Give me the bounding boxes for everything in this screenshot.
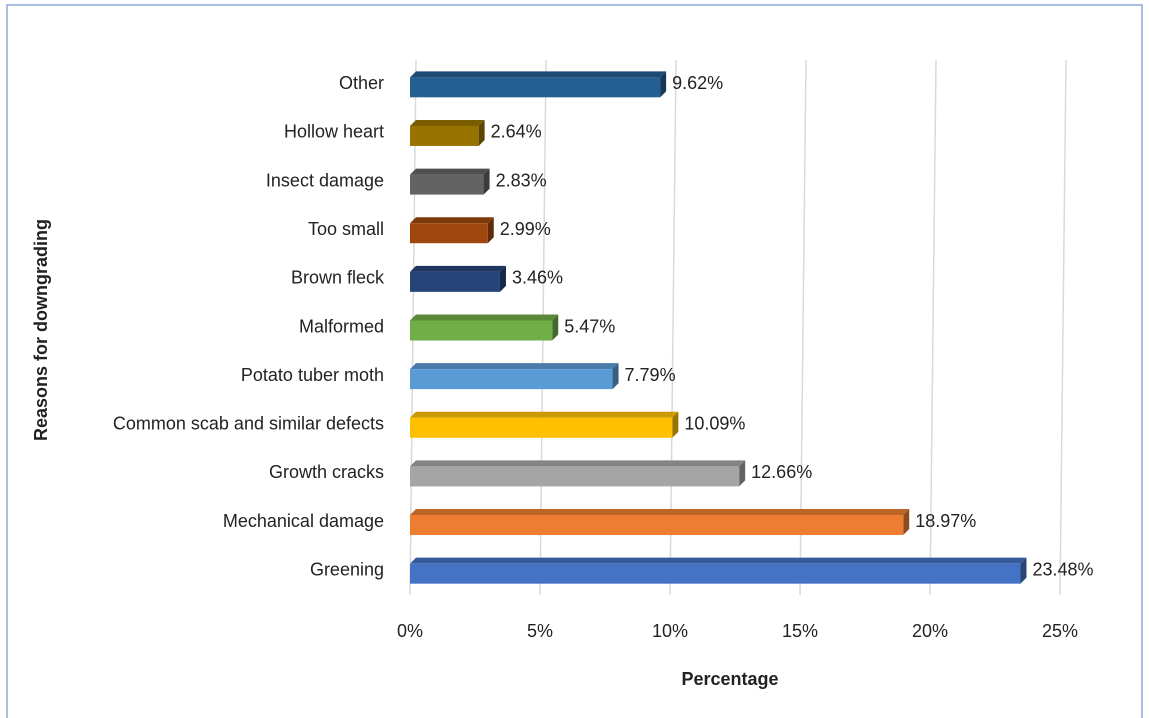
x-tick-label: 15%	[782, 621, 818, 641]
x-axis-title: Percentage	[681, 669, 778, 689]
bar-top	[410, 411, 679, 418]
value-label: 18.97%	[915, 511, 976, 531]
y-tick-label: Growth cracks	[269, 462, 384, 482]
x-tick-label: 0%	[397, 621, 423, 641]
y-axis-title: Reasons for downgrading	[31, 219, 51, 441]
value-label: 5.47%	[564, 316, 615, 336]
bar	[410, 77, 661, 98]
x-tick-label: 25%	[1042, 621, 1078, 641]
bar	[410, 563, 1021, 584]
bar-top	[410, 557, 1027, 564]
y-tick-label: Other	[339, 73, 384, 93]
y-tick-label: Insect damage	[266, 170, 384, 190]
bar-top	[410, 217, 494, 224]
grid-line	[669, 59, 677, 596]
bar-top	[410, 314, 559, 321]
bar-side	[672, 411, 679, 438]
bar-top	[410, 168, 490, 175]
y-tick-label: Common scab and similar defects	[113, 414, 384, 434]
bar-top	[410, 71, 667, 78]
bar-top	[410, 265, 506, 272]
bar-side	[499, 265, 506, 292]
bar-side	[552, 314, 559, 341]
y-tick-label: Greening	[310, 559, 384, 579]
bar	[410, 515, 904, 536]
bar-top	[410, 460, 746, 467]
y-tick-label: Hollow heart	[284, 122, 384, 142]
bar	[410, 466, 740, 487]
bar-top	[410, 119, 485, 126]
grid-line	[929, 59, 937, 596]
bar-side	[483, 168, 490, 195]
bar-side	[660, 71, 667, 98]
x-tick-label: 10%	[652, 621, 688, 641]
chart-border	[6, 4, 1143, 718]
x-tick-label: 20%	[912, 621, 948, 641]
bar-side	[612, 363, 619, 390]
bar	[410, 174, 484, 195]
bar-top	[410, 363, 619, 370]
bar-side	[1020, 557, 1027, 584]
value-label: 2.64%	[491, 122, 542, 142]
bar	[410, 417, 673, 438]
bar-side	[903, 509, 910, 536]
value-label: 10.09%	[684, 414, 745, 434]
y-tick-label: Mechanical damage	[223, 511, 384, 531]
bar-side	[739, 460, 746, 487]
y-tick-label: Potato tuber moth	[241, 365, 384, 385]
value-label: 7.79%	[625, 365, 676, 385]
bar-side	[478, 119, 485, 146]
grid-line	[1059, 59, 1067, 596]
value-label: 23.48%	[1032, 559, 1093, 579]
value-label: 2.99%	[500, 219, 551, 239]
bar	[410, 369, 613, 390]
bar	[410, 223, 488, 244]
value-label: 9.62%	[672, 73, 723, 93]
bar	[410, 320, 553, 341]
value-label: 12.66%	[751, 462, 812, 482]
bar-side	[487, 217, 494, 244]
value-label: 3.46%	[512, 268, 563, 288]
bar-top	[410, 509, 910, 516]
grid-line	[799, 59, 807, 596]
x-tick-label: 5%	[527, 621, 553, 641]
bar	[410, 271, 500, 292]
value-label: 2.83%	[496, 170, 547, 190]
bar	[410, 125, 479, 146]
y-tick-label: Brown fleck	[291, 268, 385, 288]
y-tick-label: Too small	[308, 219, 384, 239]
y-tick-label: Malformed	[299, 316, 384, 336]
